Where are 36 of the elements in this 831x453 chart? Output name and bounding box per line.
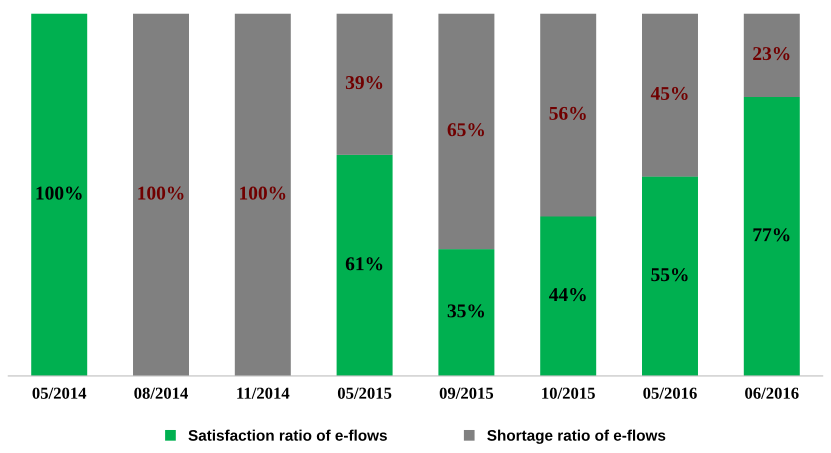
bar bbox=[234, 14, 291, 376]
data-label: 44% bbox=[549, 288, 586, 302]
x-tick-label: 11/2014 bbox=[237, 388, 290, 399]
data-label: 61% bbox=[346, 257, 382, 270]
data-label: 65% bbox=[448, 123, 484, 136]
bar bbox=[642, 176, 698, 376]
data-label: 77% bbox=[753, 228, 790, 242]
data-label: 23% bbox=[753, 47, 790, 60]
x-tick-label: 10/2015 bbox=[542, 388, 595, 399]
bar bbox=[744, 96, 800, 376]
bar bbox=[31, 14, 88, 376]
bar bbox=[133, 14, 189, 376]
data-label: 100% bbox=[138, 186, 184, 200]
data-label: 35% bbox=[448, 304, 484, 318]
x-tick-label: 06/2016 bbox=[745, 388, 799, 399]
bar bbox=[438, 14, 494, 250]
x-tick-label: 08/2014 bbox=[134, 388, 188, 399]
x-tick-label: 05/2015 bbox=[338, 388, 392, 399]
data-label: 56% bbox=[550, 106, 586, 120]
x-tick-label: 05/2016 bbox=[643, 388, 697, 399]
data-label: 100% bbox=[36, 186, 82, 200]
bar bbox=[336, 14, 393, 155]
x-tick-label: 09/2015 bbox=[440, 388, 494, 399]
bar bbox=[642, 14, 698, 177]
data-label: 45% bbox=[650, 86, 688, 100]
data-label: 39% bbox=[346, 76, 382, 90]
bar bbox=[336, 154, 393, 376]
legend-label: Shortage ratio of e-flows bbox=[487, 430, 666, 444]
bar bbox=[540, 216, 596, 376]
x-tick-label: 05/2014 bbox=[32, 388, 86, 399]
bar bbox=[540, 14, 596, 217]
bar bbox=[438, 249, 494, 376]
bar bbox=[744, 14, 800, 97]
data-label: 55% bbox=[651, 268, 688, 282]
data-label: 100% bbox=[240, 186, 286, 200]
legend-label: Satisfaction ratio of e-flows bbox=[188, 430, 387, 441]
